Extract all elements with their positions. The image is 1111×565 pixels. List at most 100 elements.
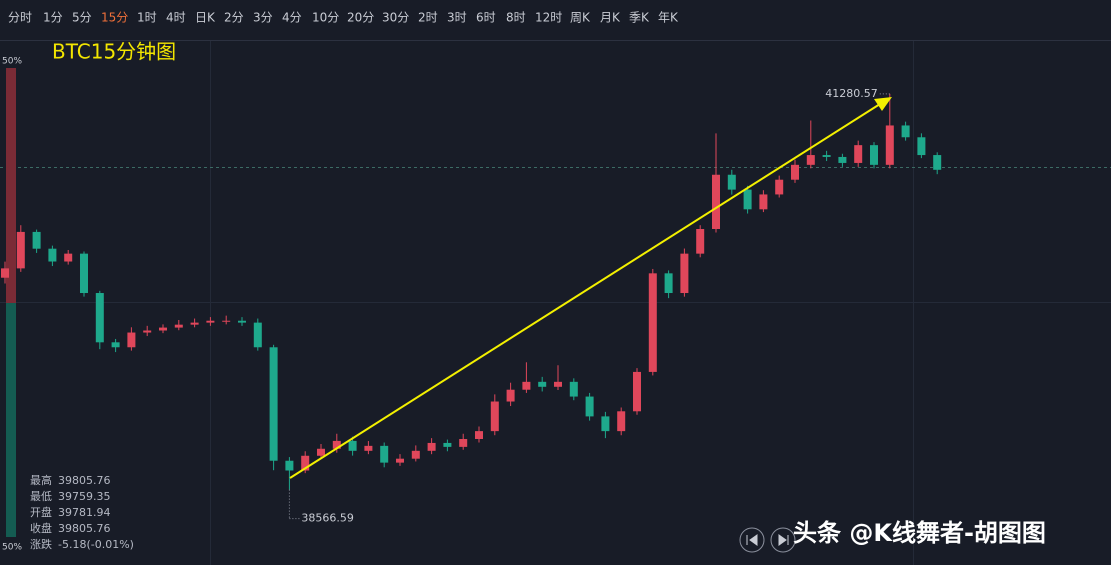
info-label: 涨跌 xyxy=(30,537,52,551)
prev-button[interactable] xyxy=(739,527,765,553)
toolbar-tab[interactable]: 2分 xyxy=(224,11,244,25)
candle-body xyxy=(727,174,736,190)
candle-body xyxy=(48,248,57,262)
candle-body xyxy=(648,273,657,372)
candle-body xyxy=(601,416,610,432)
candle-body xyxy=(443,442,452,447)
candle-body xyxy=(206,320,215,323)
toolbar-tab[interactable]: 1时 xyxy=(137,11,157,25)
candle-body xyxy=(696,229,705,254)
toolbar-tab[interactable]: 日K xyxy=(195,11,216,25)
watermark: 头条 @K线舞者-胡图图 xyxy=(793,519,1046,547)
candle-body xyxy=(174,324,183,328)
candle-body xyxy=(585,396,594,417)
toolbar-tab[interactable]: 5分 xyxy=(72,11,92,25)
ratio-bar-top xyxy=(6,68,16,303)
candle-body xyxy=(664,273,673,294)
candle-body xyxy=(791,164,799,180)
info-value: 39781.94 xyxy=(58,506,111,519)
candle-body xyxy=(364,445,373,451)
candle-body xyxy=(917,137,926,156)
toolbar-tab[interactable]: 30分 xyxy=(382,11,409,25)
toolbar-tab[interactable]: 1分 xyxy=(43,11,63,25)
candle-body xyxy=(538,381,547,387)
info-value: 39805.76 xyxy=(58,522,111,535)
toolbar-tab[interactable]: 4时 xyxy=(166,11,186,25)
candle-body xyxy=(1,268,9,278)
toolbar-tab[interactable]: 4分 xyxy=(282,11,302,25)
candle-body xyxy=(238,320,246,323)
toolbar: 分时 1分 5分 15分 1时 4时 日K 2分 3分 4分 10分 20分 30分 2时 3时 6时 8时 12… xyxy=(8,11,679,25)
candle-body xyxy=(506,389,515,402)
toolbar-tab[interactable]: 8时 xyxy=(506,11,526,25)
toolbar-tab[interactable]: 15分 xyxy=(101,11,128,25)
toolbar-tab[interactable]: 月K xyxy=(600,11,621,25)
toolbar-tab[interactable]: 3时 xyxy=(447,11,467,25)
info-label: 最高 xyxy=(30,473,52,487)
ratio-bar-bottom xyxy=(6,303,16,537)
candle-body xyxy=(885,125,894,165)
toolbar-tab[interactable]: 3分 xyxy=(253,11,273,25)
toolbar-tab[interactable]: 2时 xyxy=(418,11,438,25)
toolbar-tab[interactable]: 年K xyxy=(658,11,679,25)
candle-body xyxy=(775,179,784,195)
candle-body xyxy=(475,431,483,439)
toolbar-tab[interactable]: 6时 xyxy=(476,11,496,25)
toolbar-tab[interactable]: 分时 xyxy=(8,11,32,25)
candle-body xyxy=(143,330,152,333)
candle-body xyxy=(633,371,641,412)
candle-body xyxy=(822,155,831,157)
candles: 41280.57 38566.59 xyxy=(1,87,942,525)
candle-body xyxy=(32,231,41,249)
candle-body xyxy=(127,332,136,348)
candle-body xyxy=(806,155,815,165)
candle-body xyxy=(16,231,25,269)
candle-body xyxy=(159,327,167,331)
arrow-head xyxy=(874,97,892,111)
candle-body xyxy=(490,401,499,432)
candle-body xyxy=(459,439,468,447)
ratio-bottom-label: 50% xyxy=(2,543,22,553)
candle-body xyxy=(901,125,910,138)
trend-arrow xyxy=(289,97,892,479)
candle-body xyxy=(269,347,278,461)
info-value: -5.18(-0.01%) xyxy=(58,538,134,551)
toolbar-tab[interactable]: 10分 xyxy=(312,11,339,25)
candle-body xyxy=(617,411,626,432)
candle-body xyxy=(222,320,231,322)
candle-body xyxy=(680,253,689,294)
candle-body xyxy=(396,458,404,463)
info-label: 收盘 xyxy=(30,521,52,535)
info-label: 开盘 xyxy=(30,505,52,519)
candle-body xyxy=(743,189,752,210)
candle-body xyxy=(95,293,104,343)
high-label: 41280.57 xyxy=(825,87,878,100)
candle-body xyxy=(854,145,863,163)
candle-body xyxy=(870,145,878,165)
info-value: 39759.35 xyxy=(58,490,111,503)
toolbar-tab[interactable]: 20分 xyxy=(347,11,374,25)
candle-body xyxy=(933,155,942,170)
candle-body xyxy=(301,455,310,471)
info-value: 39805.76 xyxy=(58,474,111,487)
candle-body xyxy=(253,322,262,348)
info-label: 最低 xyxy=(30,490,52,503)
next-button[interactable] xyxy=(770,527,796,553)
candle-body xyxy=(285,460,294,471)
candle-body xyxy=(522,381,531,390)
candle-body xyxy=(380,445,389,463)
arrow-line xyxy=(289,103,881,479)
candle-body xyxy=(317,448,325,456)
candle-body xyxy=(712,174,720,229)
toolbar-tab[interactable]: 12时 xyxy=(535,11,562,25)
candle-body xyxy=(427,442,436,451)
candle-body xyxy=(190,322,199,325)
info-panel: 最高 39805.76 最低 39759.35 开盘 39781.94 收盘 39805.76… xyxy=(30,473,134,551)
candle-body xyxy=(111,342,120,348)
toolbar-tab[interactable]: 季K xyxy=(629,11,650,25)
toolbar-tab[interactable]: 周K xyxy=(570,11,591,25)
candle-body xyxy=(332,440,341,449)
